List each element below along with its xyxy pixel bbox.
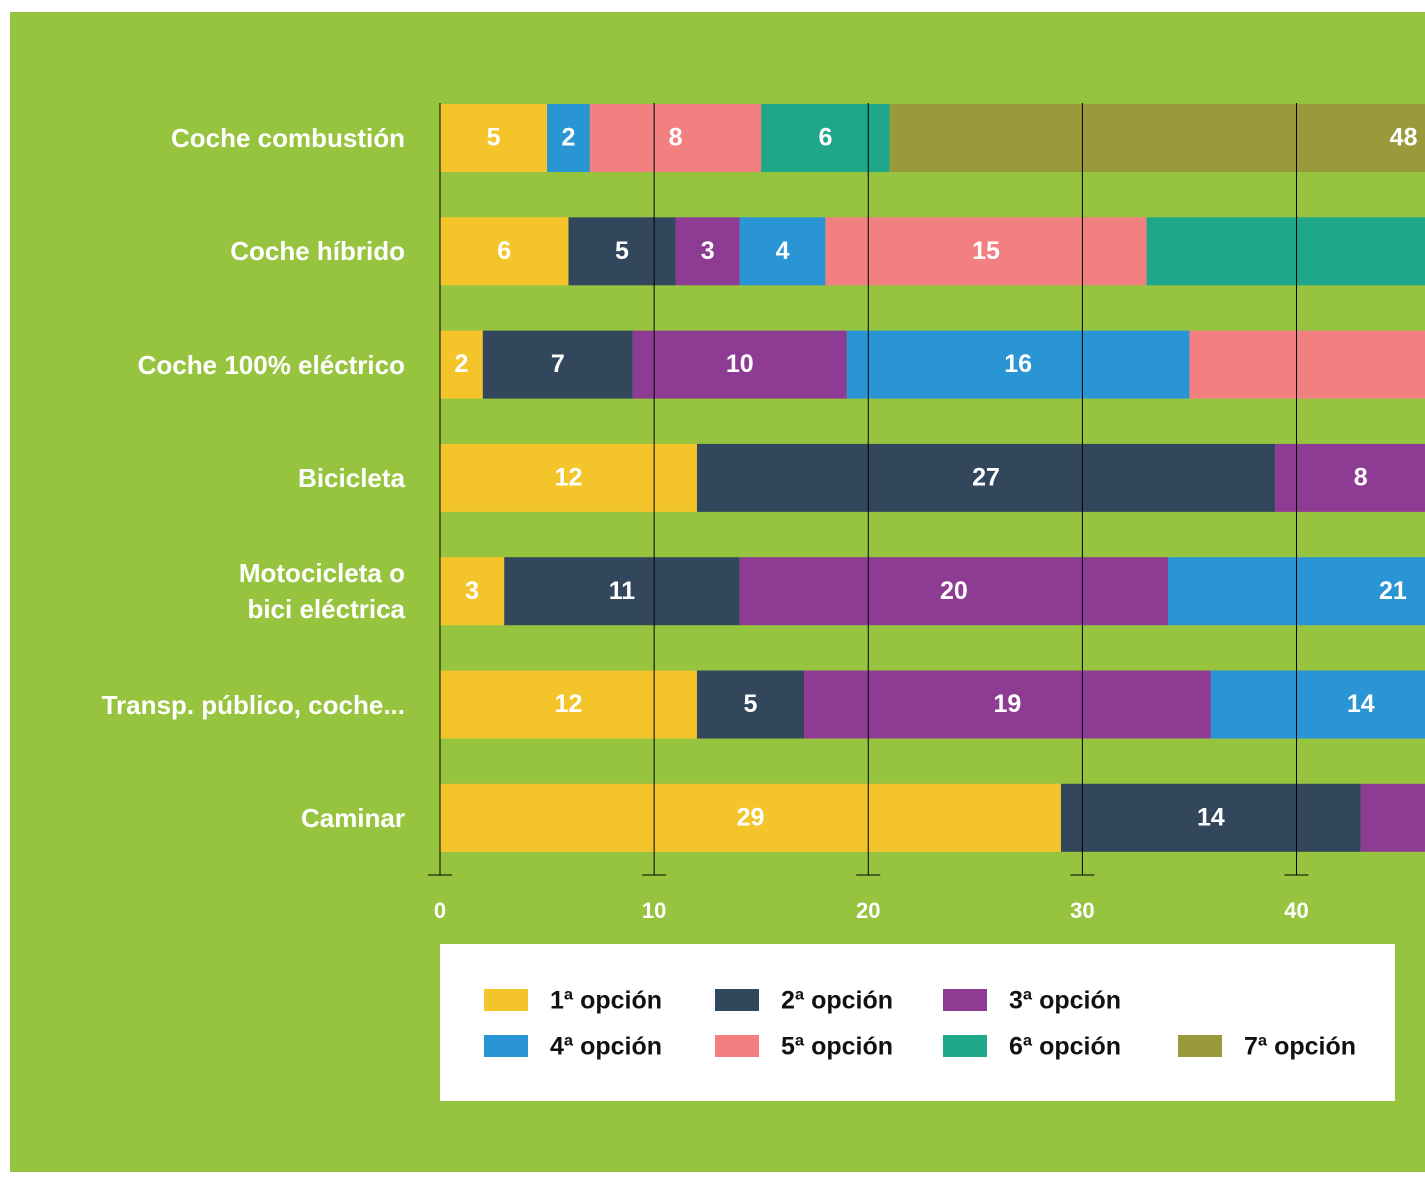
legend-swatch	[943, 1035, 987, 1057]
value-label: 11	[609, 577, 636, 605]
category-label: Transp. público, coche...	[101, 689, 405, 720]
x-tick-label: 40	[1284, 898, 1308, 923]
value-label: 14	[1197, 803, 1225, 831]
legend-swatch	[484, 1035, 528, 1057]
value-label: 12	[555, 690, 583, 718]
value-label: 5	[487, 124, 501, 152]
x-tick-label: 10	[642, 898, 666, 923]
category-label: Coche híbrido	[230, 236, 405, 267]
bar-segment	[739, 557, 1169, 626]
x-tick-label: 30	[1070, 898, 1094, 923]
value-label: 10	[726, 350, 754, 378]
legend-label: 4ª opción	[550, 1033, 662, 1061]
bar-segment	[1210, 670, 1425, 739]
bar-segment	[440, 557, 505, 626]
value-label: 7	[551, 350, 565, 378]
bar-segment	[739, 217, 826, 286]
bar-segment	[696, 670, 805, 739]
legend-swatch	[484, 989, 528, 1011]
category-label: Coche 100% eléctrico	[137, 349, 405, 380]
value-label: 2	[562, 124, 576, 152]
value-label: 4	[776, 237, 790, 265]
bar-segment	[632, 330, 847, 399]
value-label: 6	[497, 237, 511, 265]
bar-segment	[440, 783, 1061, 852]
bar-segment	[482, 330, 633, 399]
value-label: 29	[737, 803, 765, 831]
legend-label: 6ª opción	[1009, 1033, 1121, 1061]
value-label: 8	[669, 124, 683, 152]
bar-segment	[1275, 443, 1425, 512]
bar-segment	[504, 557, 740, 626]
bar-segment	[804, 670, 1211, 739]
legend-label: 1ª opción	[550, 987, 662, 1015]
bar-segment	[825, 217, 1147, 286]
value-label: 27	[972, 464, 1000, 492]
legend-swatch	[1178, 1035, 1222, 1057]
x-tick-label: 0	[434, 898, 446, 923]
value-label: 3	[465, 577, 479, 605]
category-label: Caminar	[300, 802, 405, 833]
legend-label: 3ª opción	[1009, 987, 1121, 1015]
value-label: 5	[615, 237, 629, 265]
category-label: Bicicleta	[298, 462, 405, 493]
bar-segment	[568, 217, 676, 286]
legend-label: 2ª opción	[781, 987, 893, 1015]
bar-segment	[889, 104, 1425, 172]
bar-segment	[1060, 783, 1361, 852]
value-label: 3	[701, 237, 715, 265]
legend-swatch	[715, 989, 759, 1011]
x-tick-label: 20	[856, 898, 880, 923]
value-label: 20	[940, 577, 968, 605]
value-label: 14	[1347, 690, 1375, 718]
bar-segment	[1146, 217, 1425, 286]
bar-segment	[440, 330, 483, 399]
legend-label: 5ª opción	[781, 1033, 893, 1061]
value-label: 2	[454, 350, 468, 378]
bar-segment	[675, 217, 740, 286]
value-label: 48	[1390, 124, 1418, 152]
legend-box	[440, 944, 1395, 1101]
legend-swatch	[943, 989, 987, 1011]
bar-segment	[440, 217, 569, 286]
bar-segment	[547, 104, 590, 172]
value-label: 16	[1004, 350, 1032, 378]
bar-segment	[846, 330, 1190, 399]
value-label: 8	[1354, 464, 1368, 492]
value-label: 21	[1379, 577, 1407, 605]
value-label: 15	[972, 237, 1000, 265]
value-label: 6	[818, 124, 832, 152]
bar-segment	[1360, 783, 1425, 852]
legend-swatch	[715, 1035, 759, 1057]
legend-label: 7ª opción	[1244, 1033, 1356, 1061]
bar-segment	[440, 104, 548, 172]
category-label: Coche combustión	[170, 123, 405, 153]
bars	[440, 104, 1425, 852]
bar-segment	[696, 443, 1276, 512]
value-label: 19	[994, 690, 1022, 718]
bar-segment	[589, 104, 762, 172]
value-label: 12	[555, 464, 583, 492]
value-label: 5	[744, 690, 758, 718]
category-label: Motocicleta o bici eléctrica	[238, 558, 405, 625]
bar-segment	[1189, 330, 1425, 399]
